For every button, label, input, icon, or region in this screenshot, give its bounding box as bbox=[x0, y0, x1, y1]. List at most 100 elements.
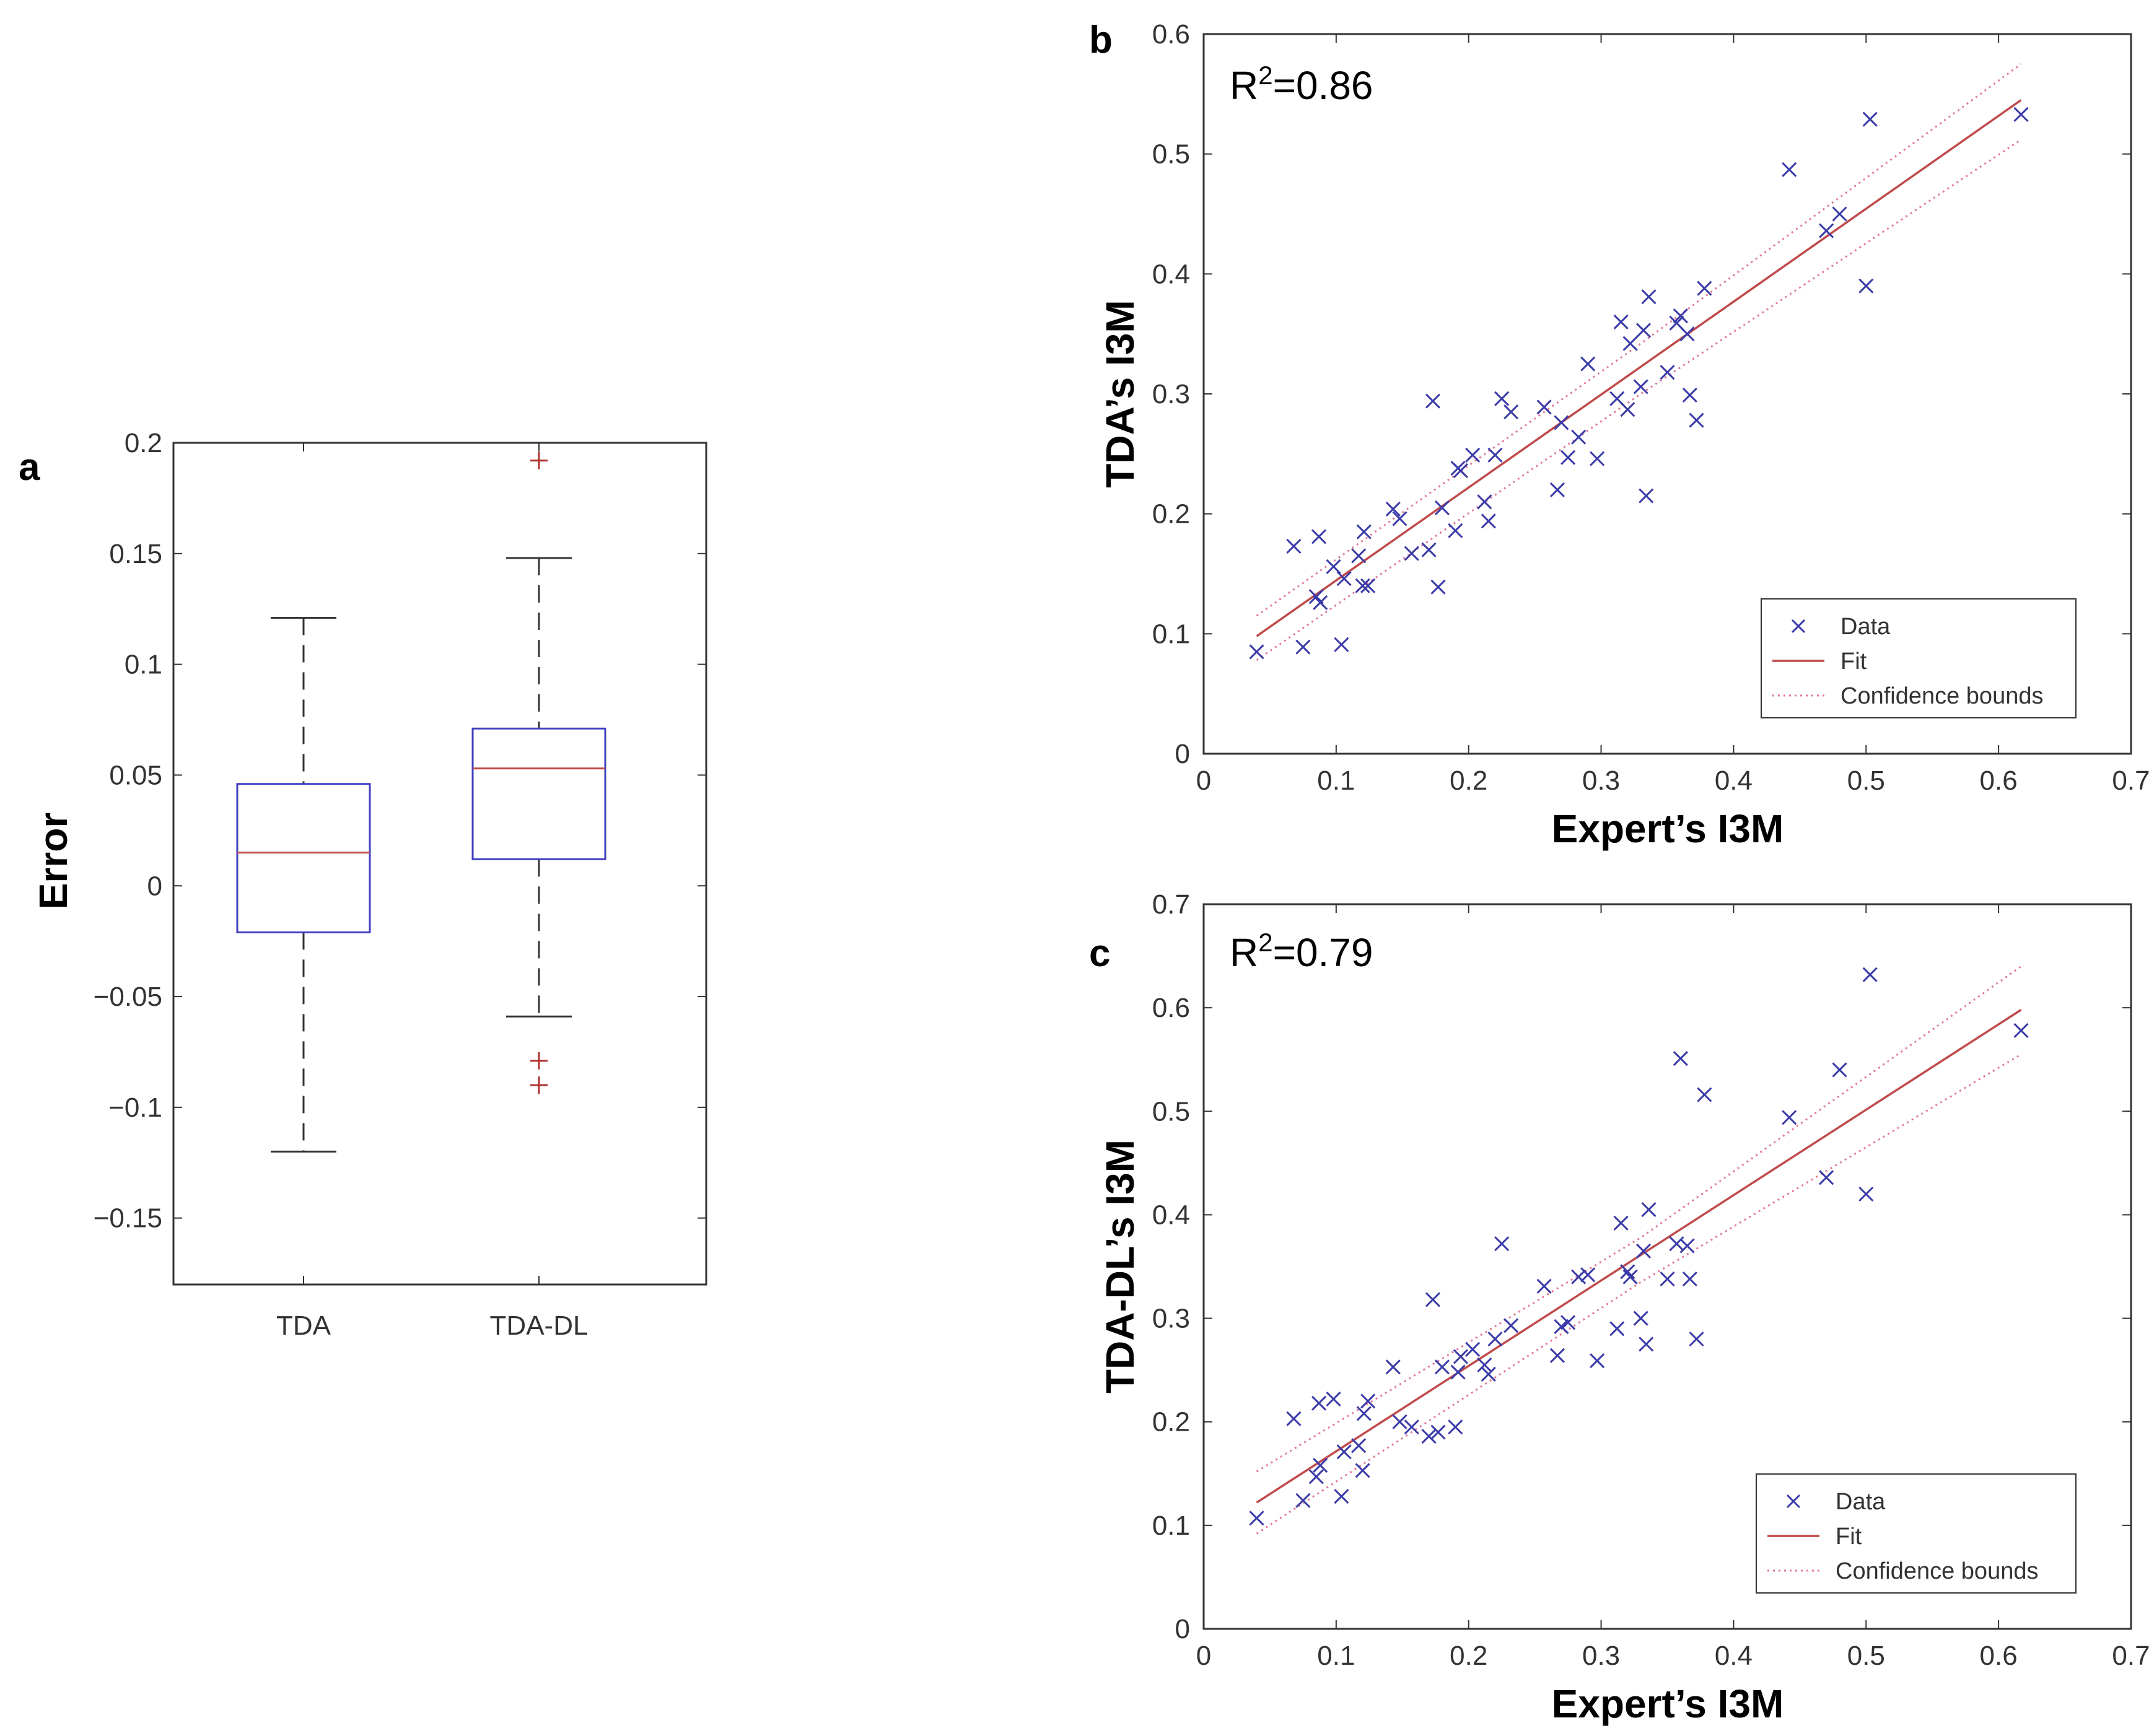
data-point bbox=[1487, 1331, 1503, 1347]
data-point bbox=[1421, 542, 1437, 557]
data-point bbox=[1494, 391, 1510, 406]
data-point bbox=[1620, 402, 1635, 417]
data-point bbox=[1477, 1357, 1492, 1372]
data-point bbox=[1554, 1319, 1569, 1335]
panel-b-y-axis-title: TDA’s I3M bbox=[1098, 300, 1142, 487]
data-point bbox=[1580, 1267, 1596, 1283]
data-point bbox=[2013, 107, 2029, 122]
data-point bbox=[1465, 1341, 1481, 1357]
data-point bbox=[1404, 1420, 1419, 1435]
y-tick-label: 0.05 bbox=[109, 760, 162, 790]
data-point bbox=[1862, 967, 1878, 982]
data-point bbox=[1334, 1488, 1349, 1504]
panel-b-scatter: b 0 0.1 0.2 0.3 0.4 0.5 0.6 0.7 0 0.1 0.2 0.3 0.4 0.5… bbox=[1089, 19, 2149, 851]
y-tick-label: 0.3 bbox=[1152, 1304, 1190, 1334]
x-tick-label: 0.7 bbox=[2112, 765, 2149, 796]
data-point bbox=[1450, 1364, 1466, 1380]
data-point bbox=[1336, 1444, 1352, 1460]
y-tick-label: 0.4 bbox=[1152, 1200, 1190, 1230]
data-point bbox=[1430, 579, 1446, 595]
data-point bbox=[1392, 511, 1407, 526]
data-point bbox=[1858, 1186, 1874, 1202]
panel-a-boxes bbox=[236, 451, 606, 1153]
y-tick-label: 0.4 bbox=[1152, 259, 1190, 289]
data-point bbox=[1326, 1391, 1341, 1407]
data-point bbox=[1430, 1424, 1446, 1440]
data-point bbox=[1613, 314, 1629, 329]
data-point bbox=[1385, 1359, 1401, 1375]
panel-a-plot-frame bbox=[172, 442, 707, 1286]
data-point bbox=[1641, 289, 1657, 305]
y-tick-label: 0.2 bbox=[1152, 499, 1190, 530]
y-tick-label: 0.3 bbox=[1152, 379, 1190, 409]
data-point bbox=[1639, 1337, 1654, 1352]
data-point bbox=[1313, 595, 1328, 611]
data-point bbox=[1313, 1457, 1328, 1473]
data-point bbox=[1503, 1318, 1519, 1333]
panel-b-letter: b bbox=[1089, 19, 1113, 61]
legend-data-marker bbox=[1786, 1494, 1801, 1509]
panel-a-letter: a bbox=[19, 446, 40, 489]
data-point bbox=[1453, 1349, 1468, 1364]
panel-c-x-axis-title: Expert’s I3M bbox=[1552, 1681, 1784, 1726]
data-point bbox=[1360, 1394, 1376, 1409]
x-tick-label: 0.3 bbox=[1582, 765, 1620, 796]
data-point bbox=[1633, 379, 1648, 395]
y-tick-label: −0.15 bbox=[94, 1203, 162, 1234]
data-point bbox=[1571, 429, 1587, 445]
data-point bbox=[1549, 482, 1565, 497]
data-point bbox=[1832, 1062, 1847, 1078]
panel-a-y-ticks: 0.2 0.15 0.1 0.05 0 −0.05 −0.1 −0.15 bbox=[94, 428, 706, 1234]
y-tick-label: 0 bbox=[147, 871, 162, 901]
y-tick-label: −0.05 bbox=[94, 982, 162, 1012]
data-point bbox=[1311, 529, 1327, 544]
data-point bbox=[1311, 1395, 1327, 1411]
y-tick-label: 0.7 bbox=[1152, 889, 1190, 920]
data-point bbox=[1635, 323, 1652, 338]
data-point bbox=[1622, 336, 1638, 351]
panel-a-x-ticks: TDA TDA-DL bbox=[276, 443, 588, 1341]
x-tick-label: 0.2 bbox=[1450, 765, 1487, 796]
panel-c-data-points bbox=[1249, 967, 2029, 1526]
legend-entry-label: Confidence bounds bbox=[1836, 1558, 2038, 1584]
data-point bbox=[1590, 451, 1605, 466]
data-point bbox=[1448, 1420, 1463, 1435]
data-point bbox=[1673, 1050, 1688, 1066]
box-tda-dl bbox=[471, 727, 606, 860]
data-point bbox=[1660, 365, 1675, 380]
data-point bbox=[1580, 356, 1596, 372]
data-point bbox=[1633, 1311, 1648, 1326]
data-point bbox=[1308, 1469, 1324, 1485]
box-tda bbox=[236, 783, 371, 933]
data-point bbox=[1782, 1110, 1797, 1125]
panel-b-x-axis-title: Expert’s I3M bbox=[1552, 806, 1784, 851]
panel-c-letter: c bbox=[1089, 932, 1110, 975]
data-point bbox=[1385, 501, 1401, 517]
panel-c-ticks: 0 0.1 0.2 0.3 0.4 0.5 0.6 0.7 0 0.1 0.2 0.3 0.4 0.5 0.… bbox=[1152, 889, 2149, 1671]
data-point bbox=[1697, 281, 1712, 296]
legend-entry-label: Fit bbox=[1836, 1524, 1862, 1550]
data-point bbox=[1554, 415, 1569, 430]
data-point bbox=[1862, 111, 1878, 127]
data-point bbox=[1682, 387, 1697, 403]
data-point bbox=[1560, 450, 1576, 465]
data-point bbox=[1487, 447, 1503, 463]
data-point bbox=[1622, 1269, 1638, 1285]
x-tick-label: 0 bbox=[1196, 765, 1211, 796]
data-point bbox=[1425, 1292, 1441, 1307]
y-tick-label: −0.1 bbox=[108, 1093, 162, 1123]
x-tick-label: 0 bbox=[1196, 1641, 1211, 1671]
data-point bbox=[1351, 548, 1367, 564]
x-tick-label: 0.3 bbox=[1582, 1641, 1620, 1671]
y-tick-label: 0 bbox=[1175, 739, 1190, 769]
data-point bbox=[1351, 1438, 1367, 1454]
data-point bbox=[1832, 206, 1847, 222]
data-point bbox=[1481, 1366, 1496, 1382]
data-point bbox=[1286, 538, 1302, 554]
data-point bbox=[1465, 447, 1481, 463]
data-point bbox=[1334, 637, 1349, 652]
panel-c-r-squared: R2=0.79 bbox=[1230, 928, 1373, 975]
data-point bbox=[1249, 644, 1264, 660]
data-point bbox=[1286, 1411, 1302, 1426]
panel-c-plot-frame bbox=[1202, 903, 2132, 1630]
